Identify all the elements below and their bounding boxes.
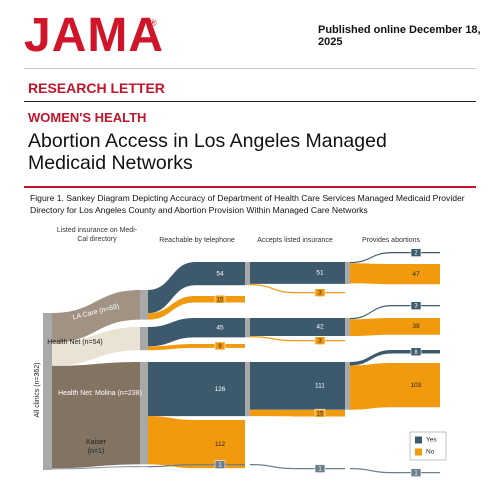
value-box — [314, 408, 326, 418]
flow-band — [148, 262, 245, 314]
root-node — [43, 313, 52, 470]
subsection-label: WOMEN'S HEALTH — [28, 110, 147, 125]
flow-value: 3 — [414, 304, 418, 310]
flow-value: 126 — [215, 386, 226, 393]
value-box — [410, 301, 422, 310]
root-label: All clinics (n=362) — [34, 362, 41, 417]
flow-value: 45 — [216, 324, 224, 331]
network-label: Health Net (n=54) — [47, 339, 102, 346]
legend-label: Yes — [426, 437, 437, 444]
network-flow — [52, 327, 140, 366]
network-node — [140, 290, 148, 320]
flow-band — [250, 318, 345, 337]
legend-label: No — [426, 449, 435, 456]
value-box — [314, 336, 326, 345]
flow-value: 1 — [318, 467, 322, 473]
column-header: Provides abortions — [362, 237, 420, 244]
flow-band — [250, 336, 345, 342]
registered-mark: ® — [150, 18, 157, 28]
flow-band — [350, 305, 440, 320]
stage-node — [345, 362, 350, 410]
column-header: Listed insurance on Medi-Cal directory — [56, 227, 138, 243]
article-title: Abortion Access in Los Angeles Managed M… — [28, 130, 387, 174]
journal-logo: JAMA — [24, 9, 165, 62]
value-box — [314, 464, 326, 473]
flow-band — [250, 362, 345, 410]
flow-value: 1 — [414, 471, 418, 477]
flow-band — [250, 409, 345, 417]
flow-value: 103 — [411, 382, 422, 389]
flow-value: 3 — [318, 339, 322, 345]
flow-value: 15 — [317, 411, 324, 417]
figure-caption: Figure 1. Sankey Diagram Depicting Accur… — [30, 193, 465, 215]
section-label: RESEARCH LETTER — [28, 80, 165, 96]
value-box — [410, 248, 422, 257]
flow-value: 47 — [412, 271, 420, 278]
divider — [24, 101, 476, 102]
legend-swatch — [415, 436, 422, 444]
divider — [24, 186, 476, 188]
column-header: Reachable by telephone — [159, 237, 235, 244]
flow-value: 42 — [316, 324, 324, 331]
flow-value: 8 — [414, 350, 418, 356]
network-flow — [52, 362, 140, 469]
flow-value: 2 — [414, 251, 418, 257]
network-flow — [52, 466, 140, 470]
flow-band — [250, 464, 345, 470]
flow-value: 3 — [318, 291, 322, 297]
network-node — [140, 362, 148, 465]
network-label: Health Net: Molina (n=238) — [58, 390, 142, 397]
flow-band — [250, 283, 345, 294]
flow-band — [148, 362, 245, 417]
flow-value: 54 — [216, 270, 224, 277]
published-date: Published online December 18, 2025 — [318, 24, 481, 48]
value-box — [214, 341, 226, 351]
value-box — [314, 288, 326, 297]
flow-band — [350, 318, 440, 337]
flow-value: 39 — [412, 323, 420, 330]
flow-band — [350, 363, 440, 410]
value-box — [410, 347, 422, 357]
flow-band — [250, 262, 345, 284]
divider — [24, 68, 476, 69]
flow-band — [350, 252, 440, 264]
value-box — [214, 294, 226, 304]
flow-band — [148, 318, 245, 347]
flow-value: 51 — [316, 270, 324, 277]
stage-node — [245, 362, 250, 417]
flow-value: 1 — [218, 463, 222, 469]
network-node — [140, 327, 148, 351]
flow-band — [350, 350, 440, 366]
value-box — [214, 460, 226, 469]
flow-band — [148, 416, 245, 469]
network-node — [140, 466, 148, 468]
flow-value: 112 — [215, 441, 226, 448]
stage-node — [245, 318, 250, 338]
stage-node — [245, 262, 250, 286]
flow-band — [350, 263, 440, 285]
value-box — [410, 468, 422, 477]
flow-value: 15 — [217, 297, 224, 303]
column-header: Accepts listed insurance — [257, 237, 333, 244]
stage-node — [345, 318, 350, 337]
flow-value: 9 — [218, 344, 222, 350]
network-label: Kaiser (n=1) — [86, 439, 106, 455]
flow-band — [350, 468, 440, 474]
flow-band — [148, 344, 245, 351]
legend-swatch — [415, 448, 422, 456]
flow-value: 111 — [315, 383, 325, 390]
network-flow — [52, 290, 140, 343]
stage-node — [345, 262, 350, 284]
